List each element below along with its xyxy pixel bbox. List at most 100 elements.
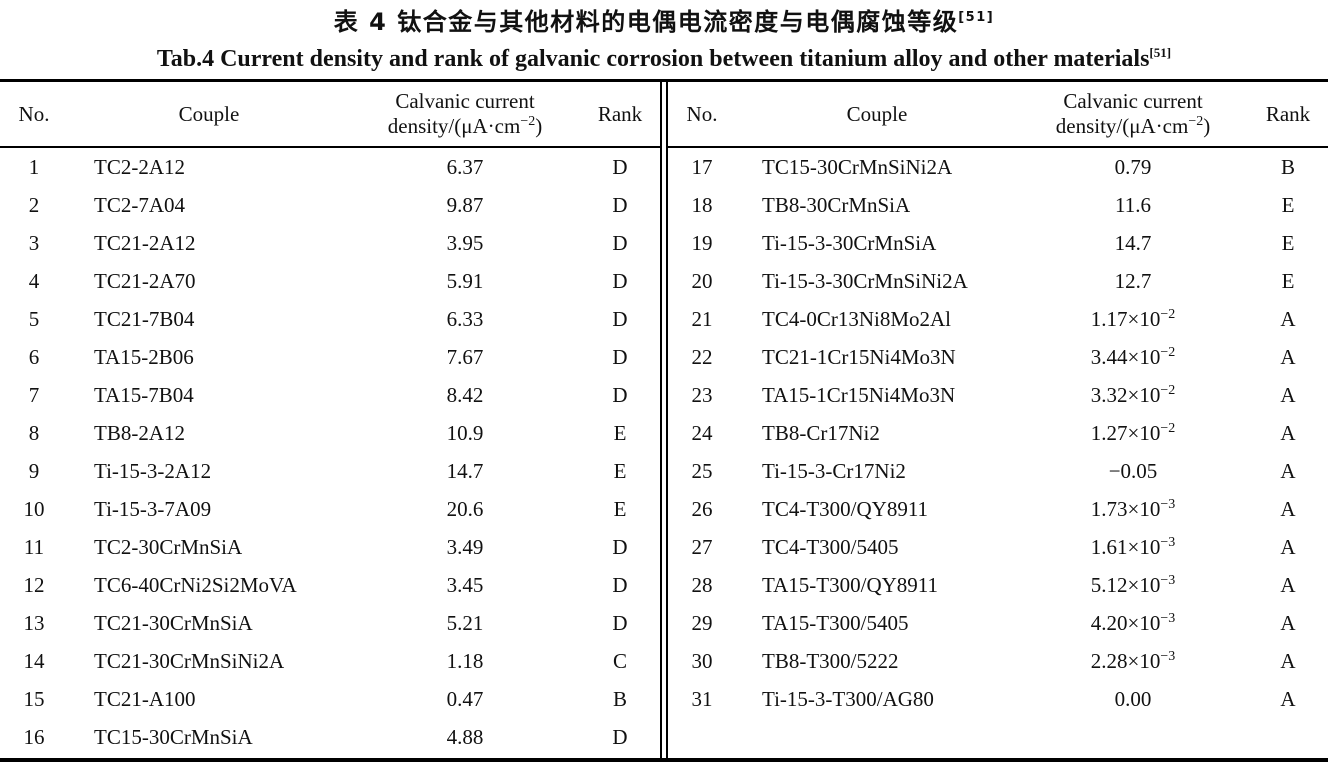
table-row: 27 TC4-T300/5405 1.61×10−3 A xyxy=(668,528,1328,566)
row-couple: TA15-T300/5405 xyxy=(762,610,909,635)
header-density-line2: density/(μA·cm−2) xyxy=(1018,114,1248,139)
header-density-unit-close: ) xyxy=(535,114,543,138)
row-couple: TC4-0Cr13Ni8Mo2Al xyxy=(762,306,951,331)
table-row: 28 TA15-T300/QY8911 5.12×10−3 A xyxy=(668,566,1328,604)
row-rank: E xyxy=(613,420,627,445)
density-exponent: −3 xyxy=(1160,572,1176,588)
row-rank: D xyxy=(612,192,628,217)
row-rank: A xyxy=(1280,458,1296,483)
header-density-unit: density/(μA·cm xyxy=(387,114,521,138)
row-rank: E xyxy=(613,458,627,483)
row-rank: B xyxy=(612,686,627,711)
header-density: Calvanic current density/(μA·cm−2) xyxy=(350,89,580,139)
table-header-right: No. Couple Calvanic current density/(μA·… xyxy=(668,82,1328,148)
row-no: 29 xyxy=(691,610,713,635)
row-rank: A xyxy=(1280,648,1296,673)
row-rank: D xyxy=(612,268,628,293)
row-couple: TA15-1Cr15Ni4Mo3N xyxy=(762,382,956,407)
row-density: 0.00 xyxy=(1114,686,1152,711)
table-row: 5 TC21-7B04 6.33 D xyxy=(0,300,660,338)
table-left-half: No. Couple Calvanic current density/(μA·… xyxy=(0,82,660,758)
table-body-left: 1 TC2-2A12 6.37 D 2 TC2-7A04 9.87 D 3 TC21-2A12 3.… xyxy=(0,148,660,756)
row-no: 5 xyxy=(28,306,40,331)
table-row: 22 TC21-1Cr15Ni4Mo3N 3.44×10−2 A xyxy=(668,338,1328,376)
row-couple: Ti-15-3-T300/AG80 xyxy=(762,686,934,711)
table-row: 25 Ti-15-3-Cr17Ni2 −0.05 A xyxy=(668,452,1328,490)
row-density: 20.6 xyxy=(446,496,484,521)
table-row: 29 TA15-T300/5405 4.20×10−3 A xyxy=(668,604,1328,642)
row-rank: E xyxy=(1281,268,1295,293)
row-no: 28 xyxy=(691,572,713,597)
row-rank: D xyxy=(612,534,628,559)
row-density: 1.61×10−3 xyxy=(1090,534,1176,559)
density-exponent: −2 xyxy=(1160,344,1176,360)
row-density: 10.9 xyxy=(446,420,484,445)
row-no: 7 xyxy=(28,382,40,407)
row-density: 3.44×10−2 xyxy=(1090,344,1176,369)
row-density: 0.47 xyxy=(446,686,484,711)
row-no: 23 xyxy=(691,382,713,407)
table-row: 24 TB8-Cr17Ni2 1.27×10−2 A xyxy=(668,414,1328,452)
row-density: 6.33 xyxy=(446,306,484,331)
row-couple: TC6-40CrNi2Si2MoVA xyxy=(94,572,297,597)
row-density: 4.20×10−3 xyxy=(1090,610,1176,635)
row-rank: A xyxy=(1280,344,1296,369)
row-couple: TC2-7A04 xyxy=(94,192,185,217)
row-rank: E xyxy=(1281,192,1295,217)
row-couple: TC4-T300/5405 xyxy=(762,534,899,559)
row-rank: D xyxy=(612,306,628,331)
row-density: 3.32×10−2 xyxy=(1090,382,1176,407)
row-density: 9.87 xyxy=(446,192,484,217)
row-density: 5.21 xyxy=(446,610,484,635)
table-row: 11 TC2-30CrMnSiA 3.49 D xyxy=(0,528,660,566)
row-no: 6 xyxy=(28,344,40,369)
row-couple: TB8-2A12 xyxy=(94,420,185,445)
row-couple: TC21-2A12 xyxy=(94,230,196,255)
table-row: 17 TC15-30CrMnSiNi2A 0.79 B xyxy=(668,148,1328,186)
row-rank: D xyxy=(612,572,628,597)
row-couple: Ti-15-3-7A09 xyxy=(94,496,212,521)
table-row: 15 TC21-A100 0.47 B xyxy=(0,680,660,718)
density-exponent: −3 xyxy=(1160,648,1176,664)
row-no: 3 xyxy=(28,230,40,255)
row-couple: Ti-15-3-30CrMnSiNi2A xyxy=(762,268,968,293)
header-density-line1: Calvanic current xyxy=(1063,88,1203,113)
row-no: 2 xyxy=(28,192,40,217)
header-density-line2: density/(μA·cm−2) xyxy=(350,114,580,139)
density-exponent: −2 xyxy=(1160,306,1176,322)
row-rank: D xyxy=(612,230,628,255)
row-density: 6.37 xyxy=(446,154,484,179)
header-no: No. xyxy=(686,101,718,126)
table-row: 8 TB8-2A12 10.9 E xyxy=(0,414,660,452)
table-caption: 表 4 钛合金与其他材料的电偶电流密度与电偶腐蚀等级[51] Tab.4 Cur… xyxy=(0,0,1328,74)
header-density-unit: density/(μA·cm xyxy=(1055,114,1189,138)
row-rank: A xyxy=(1280,572,1296,597)
table-row: 14 TC21-30CrMnSiNi2A 1.18 C xyxy=(0,642,660,680)
row-rank: D xyxy=(612,610,628,635)
row-couple: TA15-T300/QY8911 xyxy=(762,572,939,597)
row-couple: TC21-7B04 xyxy=(94,306,195,331)
table-row: 19 Ti-15-3-30CrMnSiA 14.7 E xyxy=(668,224,1328,262)
density-exponent: −2 xyxy=(1160,420,1176,436)
header-rank: Rank xyxy=(597,101,643,126)
galvanic-corrosion-table: No. Couple Calvanic current density/(μA·… xyxy=(0,79,1328,762)
row-density: 12.7 xyxy=(1114,268,1152,293)
row-density: 7.67 xyxy=(446,344,484,369)
row-couple: TC21-1Cr15Ni4Mo3N xyxy=(762,344,956,369)
row-no: 22 xyxy=(691,344,713,369)
row-rank: D xyxy=(612,382,628,407)
row-rank: A xyxy=(1280,610,1296,635)
header-couple: Couple xyxy=(178,101,240,126)
column-divider-double-rule xyxy=(660,82,668,758)
table-row: 4 TC21-2A70 5.91 D xyxy=(0,262,660,300)
row-no: 26 xyxy=(691,496,713,521)
table-row: 30 TB8-T300/5222 2.28×10−3 A xyxy=(668,642,1328,680)
row-couple: TC2-30CrMnSiA xyxy=(94,534,243,559)
row-couple: TC15-30CrMnSiA xyxy=(94,724,253,749)
table-row: 26 TC4-T300/QY8911 1.73×10−3 A xyxy=(668,490,1328,528)
table-row: 7 TA15-7B04 8.42 D xyxy=(0,376,660,414)
row-density: 11.6 xyxy=(1115,192,1151,217)
row-density: 14.7 xyxy=(446,458,484,483)
header-rank: Rank xyxy=(1265,101,1311,126)
row-no: 19 xyxy=(691,230,713,255)
